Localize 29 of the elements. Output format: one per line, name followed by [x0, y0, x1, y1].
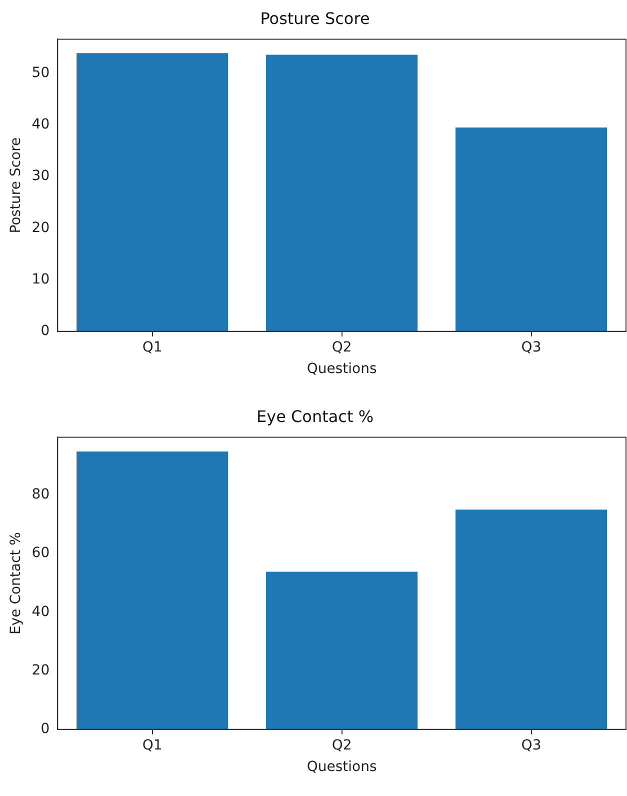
x-axis-title: Questions: [306, 759, 377, 776]
y-tick-label: 0: [40, 323, 50, 340]
y-tick-label: 30: [32, 168, 50, 184]
x-axis-title: Questions: [306, 361, 377, 378]
x-tick-label: Q3: [521, 339, 542, 356]
y-tick-label: 80: [32, 486, 50, 503]
bar: [76, 452, 228, 730]
chart-title: Posture Score: [260, 8, 370, 28]
y-tick-label: 40: [32, 604, 50, 620]
bar: [455, 510, 608, 730]
x-tick-label: Q1: [142, 737, 162, 754]
y-axis-title: Eye Contact %: [8, 532, 24, 635]
y-axis-title: Posture Score: [8, 137, 24, 234]
y-tick-label: 10: [32, 271, 50, 288]
x-tick-label: Q3: [521, 737, 542, 754]
bar: [266, 54, 418, 332]
bar: [76, 53, 228, 332]
y-tick-label: 40: [32, 116, 50, 133]
x-tick-label: Q2: [332, 339, 352, 356]
x-tick-label: Q2: [332, 737, 352, 754]
y-tick-label: 20: [32, 662, 50, 678]
y-tick-label: 50: [32, 64, 50, 81]
y-tick-label: 0: [40, 721, 50, 738]
y-tick-label: 20: [32, 220, 50, 236]
y-tick-label: 60: [32, 545, 50, 562]
chart-title: Eye Contact %: [256, 406, 374, 426]
x-tick-label: Q1: [142, 339, 162, 356]
bar: [455, 127, 608, 332]
bar: [266, 572, 418, 730]
